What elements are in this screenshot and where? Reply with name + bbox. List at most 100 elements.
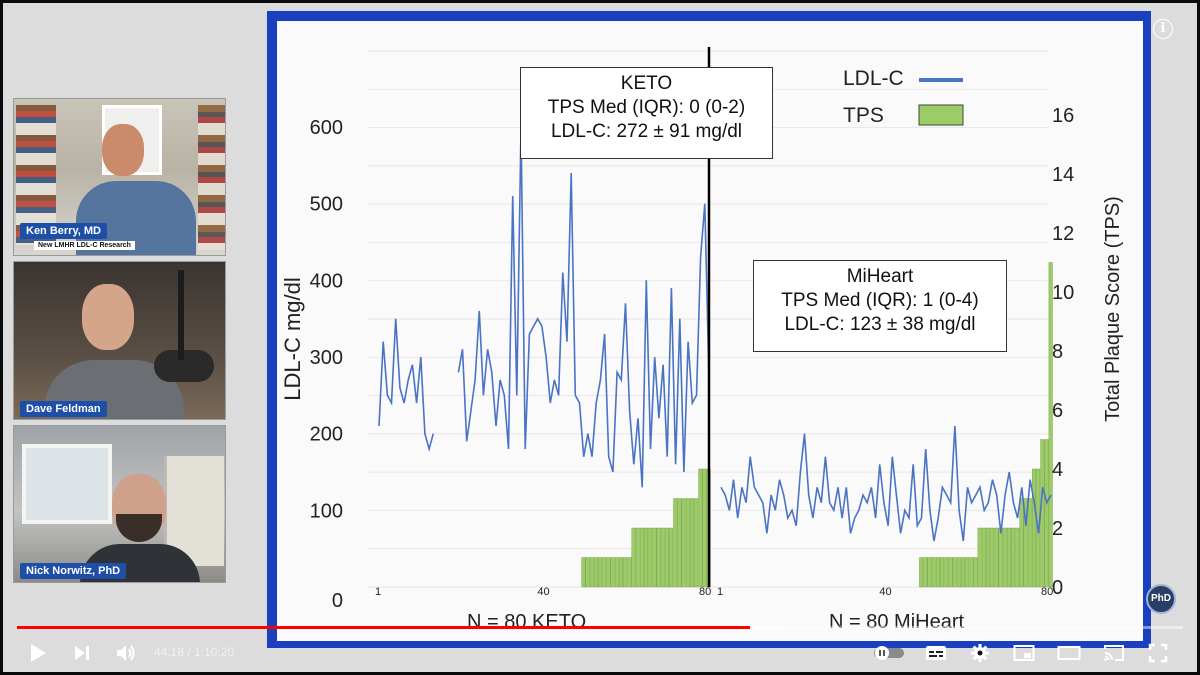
microphone [154,350,214,382]
y2-tick-label: 4 [1052,459,1063,481]
tps-bar [606,557,611,588]
tps-bar [977,527,982,588]
tps-bar [944,557,949,588]
y-tick-label: 0 [332,590,343,612]
tps-bar [648,527,653,588]
time-separator: / [184,645,195,659]
time-current: 44:18 [154,645,185,659]
tps-bar [635,527,640,588]
ldl-lines [378,126,1052,542]
play-button[interactable] [23,639,53,667]
y-tick-label: 400 [310,270,343,292]
theater-button[interactable] [1053,639,1085,667]
next-button[interactable] [67,639,97,667]
ldl-line-0 [378,126,710,488]
y2-tick-label: 0 [1052,577,1063,599]
tps-bar [986,527,991,588]
tps-bar [644,527,649,588]
keto-summary-box: KETO TPS Med (IQR): 0 (0-2) LDL-C: 272 ±… [520,67,773,159]
tps-bar [1048,262,1053,588]
theater-icon [1057,646,1081,660]
tps-bar [698,468,703,588]
tps-bar [660,527,665,588]
participant-tile-ken-berry: Ken Berry, MD New LMHR LDL-C Research [13,98,226,256]
tps-bar [677,498,682,588]
keto-box-title: KETO [620,73,673,94]
tps-bar [1011,527,1016,588]
slide-frame: 1 40 80 N = 80 KETO 1 40 80 N = 80 MiHeart 0 100 2… [267,11,1151,648]
tps-bar [618,557,623,588]
participant-subtitle: New LMHR LDL-C Research [34,241,135,250]
y-tick-label: 200 [310,424,343,446]
tps-bar [690,498,694,588]
tps-bar [1044,439,1049,588]
y-tick-label: 500 [310,194,343,216]
tps-bar [923,557,928,588]
x-tick-label: 80 [699,586,711,598]
progress-bar[interactable] [17,626,1183,629]
person-head [82,284,134,350]
participant-name: Dave Feldman [20,401,107,417]
subtitles-button[interactable] [921,639,951,667]
channel-logo[interactable]: PhD [1146,584,1176,614]
bookshelf-left [16,105,56,245]
next-icon [75,646,89,660]
tps-bar [639,527,644,588]
window [22,444,112,524]
volume-button[interactable] [111,639,141,667]
group-label: N = 80 KETO [467,611,586,633]
y2-tick-label: 2 [1052,518,1063,540]
time-display: 44:18 / 1:10:20 [154,645,234,659]
tps-bar [965,557,970,588]
bookshelf-right [198,105,225,250]
y2-tick-label: 16 [1052,105,1074,127]
miniplayer-icon [1013,645,1035,661]
tps-bar [956,557,961,588]
cast-button[interactable] [1099,639,1129,667]
y2-tick-label: 10 [1052,282,1074,304]
x-tick-label: 40 [879,586,891,598]
tps-bar [1027,498,1032,588]
autoplay-toggle[interactable] [869,639,909,667]
tps-bar [998,527,1003,588]
tps-bar [593,557,598,588]
cast-icon [1104,645,1124,661]
subtitles-icon [926,646,946,660]
settings-icon [971,644,989,662]
tps-bar [927,557,932,588]
tps-bar [1040,439,1045,588]
info-icon[interactable]: i [1153,19,1173,39]
slide: 1 40 80 N = 80 KETO 1 40 80 N = 80 MiHeart 0 100 2… [277,21,1143,641]
fullscreen-button[interactable] [1143,639,1173,667]
settings-button[interactable] [965,639,995,667]
participant-name: Nick Norwitz, PhD [20,563,127,579]
y-tick-label: 300 [310,347,343,369]
tps-bar [702,468,707,588]
x-tick-label: 1 [375,586,381,598]
tps-bar [935,557,940,588]
participant-tile-nick-norwitz: Nick Norwitz, PhD [13,425,226,583]
volume-icon [117,645,135,661]
legend-label-ldl: LDL-C [843,67,904,90]
y2-axis-title: Total Plaque Score (TPS) [1102,196,1124,422]
participant-name: Ken Berry, MD [20,223,107,239]
progress-played [17,626,751,629]
tps-bar [1023,498,1028,588]
tps-bars [581,262,1053,588]
tps-bar [948,557,953,588]
tps-bar [694,498,699,588]
tps-bar [994,527,999,588]
miniplayer-button[interactable] [1009,639,1039,667]
mic-arm [178,270,184,360]
tps-bar [664,527,669,588]
tps-bar [610,557,615,588]
tps-bar [585,557,590,588]
y2-tick-label: 12 [1052,223,1074,245]
player-controls [3,633,1200,673]
tps-bar [973,557,978,588]
tps-bar [981,527,986,588]
participant-tile-dave-feldman: Dave Feldman [13,261,226,420]
tps-bar [969,557,974,588]
tps-bar [598,557,603,588]
